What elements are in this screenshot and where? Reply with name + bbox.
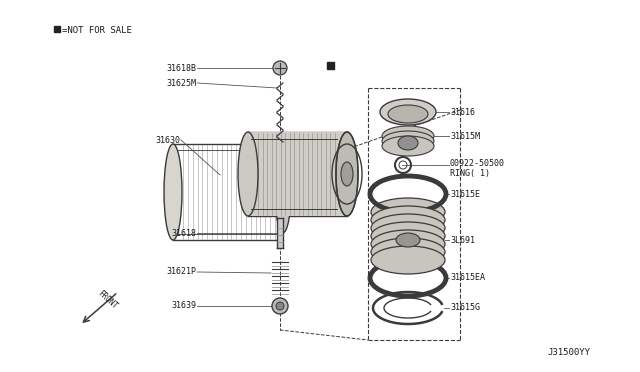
Text: 31616: 31616 (450, 108, 475, 116)
Ellipse shape (371, 198, 445, 226)
Bar (277, 218, 283, 248)
Text: RING( 1): RING( 1) (450, 169, 490, 177)
Ellipse shape (275, 151, 291, 233)
Ellipse shape (382, 131, 434, 151)
Text: 3L691: 3L691 (450, 235, 475, 244)
Ellipse shape (238, 132, 258, 216)
Text: 31615EA: 31615EA (450, 273, 485, 282)
Text: 31618: 31618 (171, 228, 196, 237)
Circle shape (273, 61, 287, 75)
Text: 31615M: 31615M (450, 131, 480, 141)
Bar (248, 132, 347, 216)
Ellipse shape (371, 238, 445, 266)
Ellipse shape (388, 105, 428, 123)
Text: J31500YY: J31500YY (547, 348, 590, 357)
Bar (327, 62, 334, 69)
Ellipse shape (382, 126, 434, 146)
Ellipse shape (371, 206, 445, 234)
Ellipse shape (398, 136, 418, 150)
Ellipse shape (371, 222, 445, 250)
Text: 31630: 31630 (155, 135, 180, 144)
Bar (54, 26, 60, 32)
Ellipse shape (382, 136, 434, 156)
Text: 31615G: 31615G (450, 304, 480, 312)
Ellipse shape (341, 162, 353, 186)
Ellipse shape (371, 230, 445, 258)
Text: 31639: 31639 (171, 301, 196, 311)
Text: 31618B: 31618B (166, 64, 196, 73)
Text: 31625M: 31625M (166, 78, 196, 87)
Text: 00922-50500: 00922-50500 (450, 158, 505, 167)
Ellipse shape (380, 99, 436, 125)
Text: =NOT FOR SALE: =NOT FOR SALE (62, 26, 132, 35)
Text: 31621P: 31621P (166, 267, 196, 276)
Ellipse shape (336, 132, 358, 216)
Text: FRONT: FRONT (95, 289, 118, 311)
Ellipse shape (164, 144, 182, 240)
Text: 31615E: 31615E (450, 189, 480, 199)
Circle shape (272, 298, 288, 314)
Ellipse shape (396, 233, 420, 247)
Circle shape (276, 302, 284, 310)
Ellipse shape (371, 246, 445, 274)
Ellipse shape (371, 214, 445, 242)
